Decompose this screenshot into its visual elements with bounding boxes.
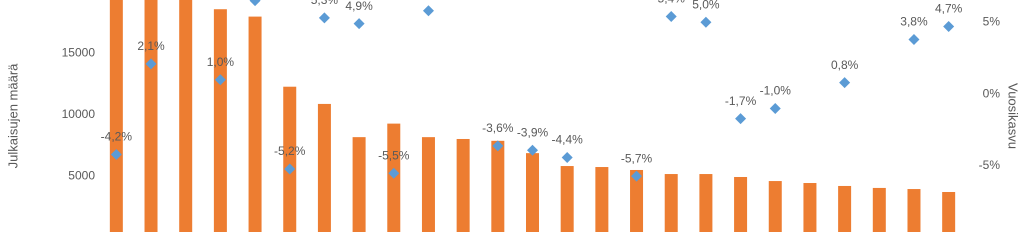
marker	[735, 113, 747, 125]
bar	[248, 16, 262, 232]
marker	[249, 0, 261, 7]
data-label: -5,7%	[621, 151, 653, 165]
bar	[283, 86, 297, 232]
y2-tick-label: -5%	[979, 158, 1001, 172]
data-label: -4,4%	[552, 133, 584, 147]
bar	[838, 185, 852, 232]
bar	[526, 153, 539, 232]
bar	[213, 9, 227, 232]
marker	[110, 149, 122, 161]
data-label: 4,7%	[935, 2, 963, 16]
data-label: -5,5%	[378, 148, 410, 162]
bar	[179, 0, 193, 232]
marker	[839, 77, 851, 89]
bar	[560, 166, 574, 232]
marker	[492, 140, 504, 152]
marker	[561, 151, 573, 163]
marker	[284, 163, 296, 175]
bar	[317, 103, 331, 232]
data-label: -3,9%	[517, 125, 549, 139]
data-label: 4,9%	[345, 0, 373, 13]
bar	[109, 0, 123, 232]
data-label: -5,2%	[274, 144, 306, 158]
bar	[595, 167, 609, 232]
marker	[700, 16, 712, 28]
bar	[352, 137, 366, 232]
data-label: -3,6%	[482, 121, 514, 135]
marker	[388, 167, 400, 179]
bar	[907, 189, 921, 232]
marker	[527, 144, 538, 156]
data-label: -4,2%	[101, 130, 133, 144]
bar	[942, 191, 956, 232]
data-label: 5,3%	[311, 0, 339, 7]
marker	[318, 12, 330, 24]
bar	[768, 181, 782, 232]
marker	[422, 5, 434, 17]
data-label: 2,1%	[137, 39, 165, 53]
marker	[353, 18, 365, 30]
chart: Julkaisujen määrä Vuosikasvu 5000 10000 15…	[5, 0, 1021, 232]
data-label: 0,8%	[831, 58, 859, 72]
y-tick-label: 15000	[62, 46, 96, 60]
y2-axis-title: Vuosikasvu	[1006, 83, 1021, 149]
bar	[491, 140, 505, 232]
y-axis-title: Julkaisujen määrä	[5, 63, 20, 169]
bar	[456, 138, 470, 232]
marker	[145, 58, 157, 70]
y2-tick-label: 0%	[983, 86, 1001, 100]
marker	[665, 10, 677, 22]
data-label: 3,8%	[900, 15, 928, 29]
bar	[734, 176, 748, 232]
marker	[908, 33, 920, 45]
y-tick-label: 10000	[62, 107, 96, 121]
bar	[803, 183, 817, 232]
y2-tick-label: 5%	[983, 14, 1001, 28]
marker	[769, 103, 781, 115]
marker	[631, 170, 643, 182]
data-label: 5,4%	[658, 0, 686, 6]
bar	[872, 187, 886, 232]
bar	[664, 174, 678, 232]
y-tick-label: 5000	[68, 169, 95, 183]
bar	[144, 0, 158, 232]
bar	[699, 174, 713, 232]
marker	[943, 21, 955, 33]
data-label: -1,0%	[760, 84, 792, 98]
marker	[214, 74, 226, 86]
bar	[630, 169, 644, 232]
data-label: -1,7%	[725, 94, 757, 108]
data-label: 1,0%	[207, 55, 235, 69]
data-label: 5,0%	[692, 0, 720, 11]
bar	[421, 137, 435, 232]
